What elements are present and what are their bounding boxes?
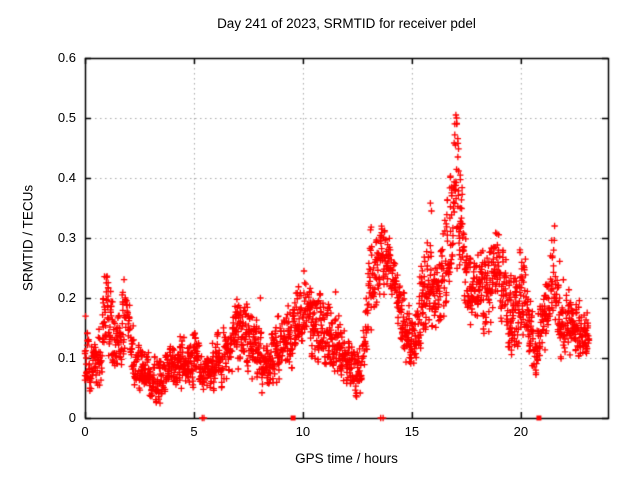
y-tick-label: 0.5 — [57, 110, 76, 125]
y-tick-label: 0.6 — [57, 50, 76, 65]
y-tick-label: 0.2 — [57, 290, 76, 305]
x-tick-label: 20 — [513, 424, 529, 439]
x-tick-label: 0 — [81, 424, 89, 439]
y-tick-label: 0.1 — [57, 350, 76, 365]
y-tick-label: 0 — [68, 410, 76, 425]
y-tick-label: 0.3 — [57, 230, 76, 245]
x-tick-label: 10 — [295, 424, 311, 439]
x-axis-label: GPS time / hours — [295, 451, 398, 466]
x-tick-label: 5 — [190, 424, 198, 439]
chart-title: Day 241 of 2023, SRMTID for receiver pde… — [217, 16, 476, 31]
x-tick-label: 15 — [404, 424, 420, 439]
y-tick-label: 0.4 — [57, 170, 76, 185]
